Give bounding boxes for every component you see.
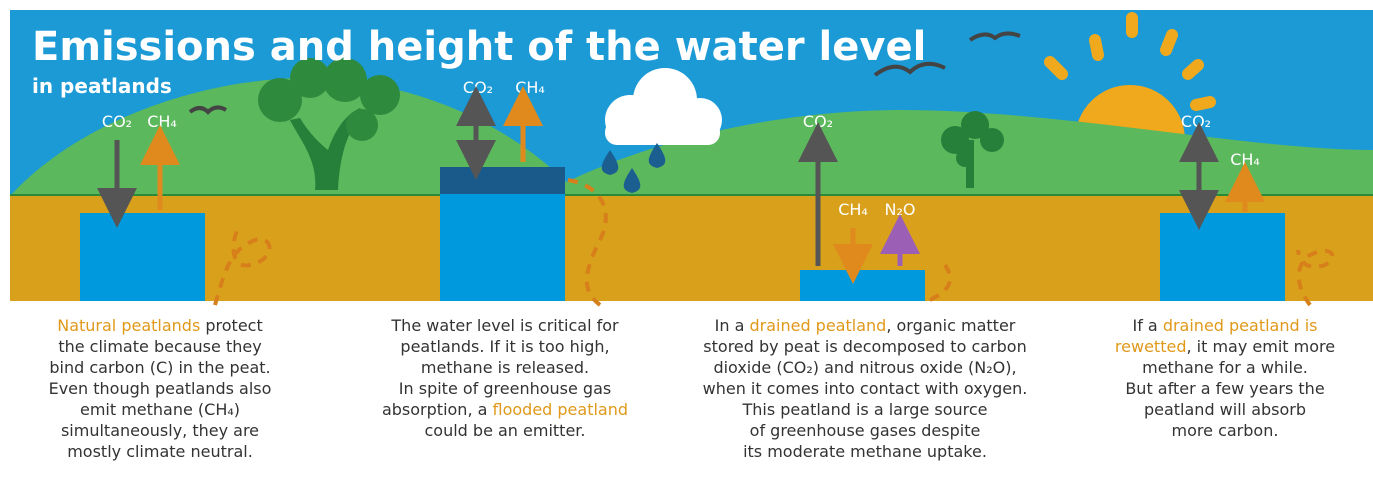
flood-water (440, 167, 565, 194)
caption-line: In spite of greenhouse gas (399, 379, 611, 398)
gas-label: CO₂ (1181, 112, 1211, 131)
caption-text: absorption, a (382, 400, 493, 419)
caption-text: , it may emit more (1186, 337, 1335, 356)
caption-line: The water level is critical for (390, 316, 619, 335)
gas-label: CH₄ (838, 200, 868, 219)
water (800, 270, 925, 301)
water (440, 193, 565, 301)
caption-text: more carbon. (1172, 421, 1279, 440)
caption-text: If a (1132, 316, 1162, 335)
caption-text: of greenhouse gases despite (750, 421, 981, 440)
infographic: Emissions and height of the water level … (0, 0, 1373, 487)
caption-line: methane is released. (421, 358, 589, 377)
caption-text: could be an emitter. (425, 421, 586, 440)
caption-text: This peatland is a large source (741, 400, 987, 419)
gas-label: CO₂ (102, 112, 132, 131)
caption-text: peatland will absorb (1144, 400, 1306, 419)
caption-line: could be an emitter. (425, 421, 586, 440)
caption-text: dioxide (CO₂) and nitrous oxide (N₂O), (713, 358, 1016, 377)
caption-text: methane for a while. (1142, 358, 1308, 377)
water (1160, 213, 1285, 301)
caption-text: Even though peatlands also (49, 379, 272, 398)
caption-line: simultaneously, they are (61, 421, 259, 440)
gas-label: CO₂ (463, 78, 493, 97)
caption-text: emit methane (CH₄) (80, 400, 240, 419)
title: Emissions and height of the water level (32, 24, 926, 70)
highlight-text: flooded peatland (493, 400, 629, 419)
caption-text: its moderate methane uptake. (743, 442, 987, 461)
caption-line: rewetted, it may emit more (1115, 337, 1335, 356)
caption-line: If a drained peatland is (1132, 316, 1317, 335)
caption-line: dioxide (CO₂) and nitrous oxide (N₂O), (713, 358, 1016, 377)
highlight-text: drained peatland (749, 316, 886, 335)
caption-line: stored by peat is decomposed to carbon (703, 337, 1026, 356)
caption-text: peatlands. If it is too high, (400, 337, 609, 356)
gas-label: CH₄ (147, 112, 177, 131)
caption-line: more carbon. (1172, 421, 1279, 440)
caption-line: peatlands. If it is too high, (400, 337, 609, 356)
caption-text: methane is released. (421, 358, 589, 377)
caption-text: The water level is critical for (390, 316, 619, 335)
caption-line: when it comes into contact with oxygen. (703, 379, 1028, 398)
caption-text: stored by peat is decomposed to carbon (703, 337, 1026, 356)
page: Emissions and height of the water level … (0, 0, 1373, 487)
caption-line: peatland will absorb (1144, 400, 1306, 419)
caption-line: In a drained peatland, organic matter (715, 316, 1016, 335)
gas-label: CH₄ (515, 78, 545, 97)
caption-text: mostly climate neutral. (67, 442, 253, 461)
caption-text: when it comes into contact with oxygen. (703, 379, 1028, 398)
caption-text: In a (715, 316, 750, 335)
caption-text: , organic matter (886, 316, 1015, 335)
caption-line: But after a few years the (1125, 379, 1324, 398)
subtitle: in peatlands (32, 74, 172, 98)
caption-line: This peatland is a large source (741, 400, 987, 419)
caption-text: the climate because they (58, 337, 261, 356)
caption-line: Even though peatlands also (49, 379, 272, 398)
caption-text: protect (200, 316, 262, 335)
caption-line: the climate because they (58, 337, 261, 356)
water (80, 213, 205, 301)
caption-line: Natural peatlands protect (57, 316, 263, 335)
highlight-text: drained peatland is (1163, 316, 1318, 335)
caption-text: bind carbon (C) in the peat. (49, 358, 270, 377)
caption-line: bind carbon (C) in the peat. (49, 358, 270, 377)
caption-text: simultaneously, they are (61, 421, 259, 440)
gas-label: CH₄ (1230, 150, 1260, 169)
caption-line: mostly climate neutral. (67, 442, 253, 461)
caption-text: In spite of greenhouse gas (399, 379, 611, 398)
caption-text: But after a few years the (1125, 379, 1324, 398)
caption-line: methane for a while. (1142, 358, 1308, 377)
caption-line: emit methane (CH₄) (80, 400, 240, 419)
caption-line: absorption, a flooded peatland (382, 400, 628, 419)
gas-label: CO₂ (803, 112, 833, 131)
highlight-text: rewetted (1115, 337, 1187, 356)
caption-line: its moderate methane uptake. (743, 442, 987, 461)
highlight-text: Natural peatlands (57, 316, 200, 335)
gas-label: N₂O (885, 200, 916, 219)
caption-line: of greenhouse gases despite (750, 421, 981, 440)
